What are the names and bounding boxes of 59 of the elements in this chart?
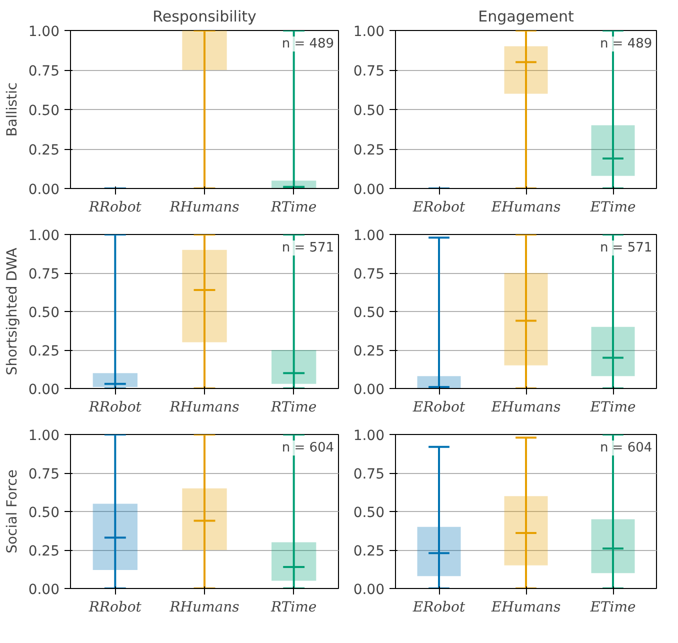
x-tick-label: RRobot	[88, 400, 142, 416]
y-tick-label: 0.00	[353, 382, 384, 398]
y-tick-label: 0.50	[28, 103, 60, 119]
x-tick-label: ETime	[589, 600, 636, 616]
annotation: n = 489	[600, 36, 652, 52]
y-tick-label: 0.50	[28, 305, 60, 321]
y-tick-label: 0.00	[28, 582, 60, 598]
annotation: n = 604	[600, 440, 652, 456]
x-tick-label: RRobot	[88, 600, 142, 616]
y-tick-label: 0.25	[353, 142, 384, 158]
y-tick-label: 1.00	[28, 24, 60, 40]
y-tick-label: 0.75	[353, 266, 384, 282]
x-tick-label: RTime	[270, 600, 317, 616]
y-tick-label: 1.00	[353, 228, 384, 244]
chart-title: Engagement	[478, 8, 574, 26]
y-tick-label: 0.50	[28, 505, 60, 521]
y-tick-label: 0.50	[353, 505, 384, 521]
y-tick-label: 0.00	[28, 182, 60, 198]
y-tick-label: 1.00	[353, 428, 384, 444]
x-tick-label: RTime	[270, 200, 317, 216]
y-axis-title: Social Force	[4, 470, 20, 554]
y-tick-label: 0.75	[353, 64, 384, 80]
y-tick-label: 0.25	[28, 544, 60, 560]
x-tick-label: RRobot	[88, 200, 142, 216]
y-axis-title: Shortsighted DWA	[4, 247, 20, 376]
y-tick-label: 0.75	[28, 64, 60, 80]
x-tick-label: RHumans	[168, 200, 240, 216]
annotation: n = 604	[282, 440, 334, 456]
x-tick-label: RHumans	[168, 400, 240, 416]
y-tick-label: 0.75	[353, 466, 384, 482]
chart-title: Responsibility	[152, 8, 257, 26]
y-tick-label: 0.00	[353, 182, 384, 198]
y-axis-title: Ballistic	[4, 82, 20, 137]
x-tick-label: ETime	[589, 400, 636, 416]
y-tick-label: 0.25	[28, 344, 60, 360]
y-tick-label: 1.00	[353, 24, 384, 40]
y-tick-label: 0.25	[28, 142, 60, 158]
x-tick-label: EHumans	[490, 600, 561, 616]
y-tick-label: 0.75	[28, 266, 60, 282]
x-tick-label: RTime	[270, 400, 317, 416]
x-tick-label: EHumans	[490, 400, 561, 416]
y-tick-label: 1.00	[28, 228, 60, 244]
annotation: n = 571	[600, 240, 652, 256]
y-tick-label: 1.00	[28, 428, 60, 444]
annotation: n = 489	[282, 36, 334, 52]
x-tick-label: ERobot	[412, 200, 466, 216]
x-tick-label: EHumans	[490, 200, 561, 216]
x-tick-label: ERobot	[412, 400, 466, 416]
y-tick-label: 0.00	[28, 382, 60, 398]
y-tick-label: 0.00	[353, 582, 384, 598]
x-tick-label: ERobot	[412, 600, 466, 616]
x-tick-label: ETime	[589, 200, 636, 216]
y-tick-label: 0.25	[353, 344, 384, 360]
x-tick-label: RHumans	[168, 600, 240, 616]
y-tick-label: 0.25	[353, 544, 384, 560]
y-tick-label: 0.50	[353, 103, 384, 119]
y-tick-label: 0.75	[28, 466, 60, 482]
y-tick-label: 0.50	[353, 305, 384, 321]
annotation: n = 571	[282, 240, 334, 256]
